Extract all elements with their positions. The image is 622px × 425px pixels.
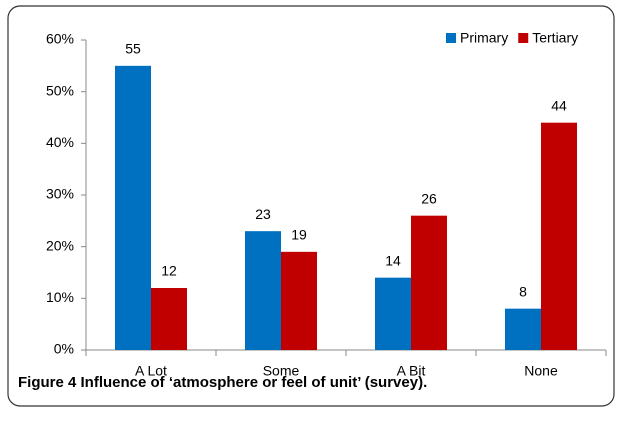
data-label: 23 [255, 206, 271, 222]
bar [115, 65, 151, 350]
y-tick-label: 50% [46, 82, 74, 98]
legend-swatch [446, 33, 456, 43]
data-label: 8 [519, 283, 527, 299]
frame [7, 5, 615, 407]
bar [505, 308, 541, 350]
caption: Figure 4 Influence of ‘atmosphere or fee… [18, 374, 427, 391]
y-tick-label: 40% [46, 134, 74, 150]
bar [245, 231, 281, 350]
x-tick-label: Some [263, 363, 300, 379]
y-tick-label: 30% [46, 186, 74, 202]
data-label: 12 [161, 263, 177, 279]
legend-label: Primary [460, 30, 508, 46]
legend-label: Tertiary [532, 30, 578, 46]
bar [281, 251, 317, 350]
bar [411, 215, 447, 350]
bar [541, 122, 577, 351]
y-tick-label: 0% [54, 341, 74, 357]
data-label: 55 [125, 41, 141, 57]
legend-swatch [518, 33, 529, 43]
bar [375, 277, 411, 350]
x-tick-label: A Lot [135, 363, 167, 379]
data-label: 19 [291, 227, 307, 243]
data-label: 26 [421, 190, 437, 206]
y-tick-label: 20% [46, 237, 74, 253]
data-label: 14 [385, 252, 401, 268]
bar [151, 288, 187, 350]
x-tick-label: A Bit [397, 363, 426, 379]
y-tick-label: 10% [46, 289, 74, 305]
y-tick-label: 60% [46, 31, 74, 47]
x-tick-label: None [524, 363, 558, 379]
data-label: 44 [551, 97, 567, 113]
